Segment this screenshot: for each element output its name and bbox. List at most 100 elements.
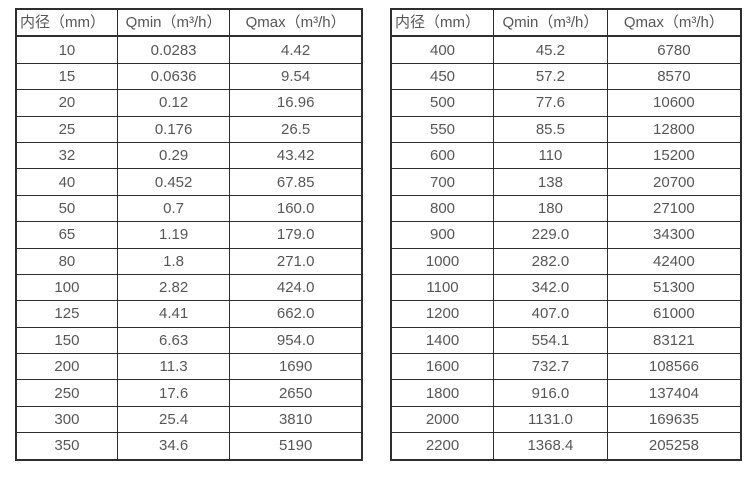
table-cell: 0.176 <box>116 115 231 143</box>
table-cell: 12800 <box>606 115 742 143</box>
flow-table-small-diameters: 内径（mm） Qmin（m³/h） Qmax（m³/h） 10 0.0283 4.4… <box>15 8 363 461</box>
table-cell: 67.85 <box>229 168 363 196</box>
table-cell: 1.19 <box>116 221 231 249</box>
table-cell: 916.0 <box>493 379 608 407</box>
table-cell: 0.7 <box>116 194 231 223</box>
table-cell: 1368.4 <box>493 432 608 461</box>
table-cell: 662.0 <box>229 300 363 328</box>
table-cell: 57.2 <box>493 62 608 91</box>
table-row: 350 34.6 5190 <box>15 432 363 461</box>
table-row: 2200 1368.4 205258 <box>390 432 742 461</box>
table-cell: 108566 <box>606 353 742 381</box>
table-row: 900 229.0 34300 <box>390 221 742 249</box>
table-cell: 150 <box>15 326 118 355</box>
table-cell: 40 <box>15 168 118 196</box>
table-cell: 20 <box>15 89 118 117</box>
table-cell: 100 <box>15 273 118 302</box>
table-cell: 80 <box>15 247 118 275</box>
table-cell: 20700 <box>606 168 742 196</box>
header-cell-qmax: Qmax（m³/h） <box>606 8 742 38</box>
table-row: 50 0.7 160.0 <box>15 194 363 223</box>
table-cell: 45.2 <box>493 35 608 64</box>
table-cell: 200 <box>15 353 118 381</box>
table-cell: 65 <box>15 221 118 249</box>
table-cell: 6.63 <box>116 326 231 355</box>
table-cell: 25 <box>15 115 118 143</box>
table-cell: 10600 <box>606 89 742 117</box>
table-body-small-diameters: 10 0.0283 4.42 15 0.0636 9.54 20 0.12 16.96 25 0.1… <box>15 35 363 461</box>
table-cell: 169635 <box>606 405 742 434</box>
table-cell: 110 <box>493 141 608 170</box>
table-cell: 282.0 <box>493 247 608 275</box>
table-cell: 450 <box>390 62 495 91</box>
table-row: 40 0.452 67.85 <box>15 168 363 196</box>
table-row: 80 1.8 271.0 <box>15 247 363 275</box>
table-cell: 500 <box>390 89 495 117</box>
table-cell: 11.3 <box>116 353 231 381</box>
table-cell: 51300 <box>606 273 742 302</box>
table-cell: 342.0 <box>493 273 608 302</box>
table-cell: 407.0 <box>493 300 608 328</box>
table-row: 65 1.19 179.0 <box>15 221 363 249</box>
table-cell: 1600 <box>390 353 495 381</box>
table-cell: 2200 <box>390 432 495 461</box>
table-cell: 10 <box>15 35 118 64</box>
table-row: 1600 732.7 108566 <box>390 353 742 381</box>
table-cell: 137404 <box>606 379 742 407</box>
table-cell: 27100 <box>606 194 742 223</box>
table-row: 1100 342.0 51300 <box>390 273 742 302</box>
table-cell: 2.82 <box>116 273 231 302</box>
table-cell: 125 <box>15 300 118 328</box>
table-cell: 1131.0 <box>493 405 608 434</box>
table-row: 500 77.6 10600 <box>390 89 742 117</box>
table-cell: 350 <box>15 432 118 461</box>
table-cell: 1100 <box>390 273 495 302</box>
table-cell: 3810 <box>229 405 363 434</box>
table-cell: 25.4 <box>116 405 231 434</box>
table-row: 20 0.12 16.96 <box>15 89 363 117</box>
table-cell: 400 <box>390 35 495 64</box>
header-cell-inner-diameter: 内径（mm） <box>390 8 495 38</box>
table-cell: 1400 <box>390 326 495 355</box>
table-cell: 700 <box>390 168 495 196</box>
table-row: 450 57.2 8570 <box>390 62 742 91</box>
table-cell: 1.8 <box>116 247 231 275</box>
table-row: 550 85.5 12800 <box>390 115 742 143</box>
table-row: 400 45.2 6780 <box>390 35 742 64</box>
table-cell: 16.96 <box>229 89 363 117</box>
table-cell: 17.6 <box>116 379 231 407</box>
table-cell: 180 <box>493 194 608 223</box>
header-cell-qmin: Qmin（m³/h） <box>493 8 608 38</box>
table-cell: 1690 <box>229 353 363 381</box>
table-row: 2000 1131.0 169635 <box>390 405 742 434</box>
table-cell: 900 <box>390 221 495 249</box>
table-row: 125 4.41 662.0 <box>15 300 363 328</box>
header-row: 内径（mm） Qmin（m³/h） Qmax（m³/h） <box>15 8 363 38</box>
table-row: 15 0.0636 9.54 <box>15 62 363 91</box>
table-cell: 160.0 <box>229 194 363 223</box>
table-row: 200 11.3 1690 <box>15 353 363 381</box>
table-row: 800 180 27100 <box>390 194 742 223</box>
table-row: 1400 554.1 83121 <box>390 326 742 355</box>
table-cell: 50 <box>15 194 118 223</box>
table-cell: 34.6 <box>116 432 231 461</box>
table-cell: 229.0 <box>493 221 608 249</box>
table-cell: 9.54 <box>229 62 363 91</box>
table-cell: 300 <box>15 405 118 434</box>
table-cell: 8570 <box>606 62 742 91</box>
table-row: 250 17.6 2650 <box>15 379 363 407</box>
table-cell: 83121 <box>606 326 742 355</box>
table-row: 10 0.0283 4.42 <box>15 35 363 64</box>
table-cell: 2000 <box>390 405 495 434</box>
table-cell: 179.0 <box>229 221 363 249</box>
table-cell: 1000 <box>390 247 495 275</box>
table-cell: 0.0636 <box>116 62 231 91</box>
table-body-large-diameters: 400 45.2 6780 450 57.2 8570 500 77.6 10600 550 85.… <box>390 35 742 461</box>
table-cell: 34300 <box>606 221 742 249</box>
table-cell: 32 <box>15 141 118 170</box>
table-row: 25 0.176 26.5 <box>15 115 363 143</box>
table-cell: 2650 <box>229 379 363 407</box>
table-cell: 4.42 <box>229 35 363 64</box>
table-cell: 550 <box>390 115 495 143</box>
table-row: 700 138 20700 <box>390 168 742 196</box>
